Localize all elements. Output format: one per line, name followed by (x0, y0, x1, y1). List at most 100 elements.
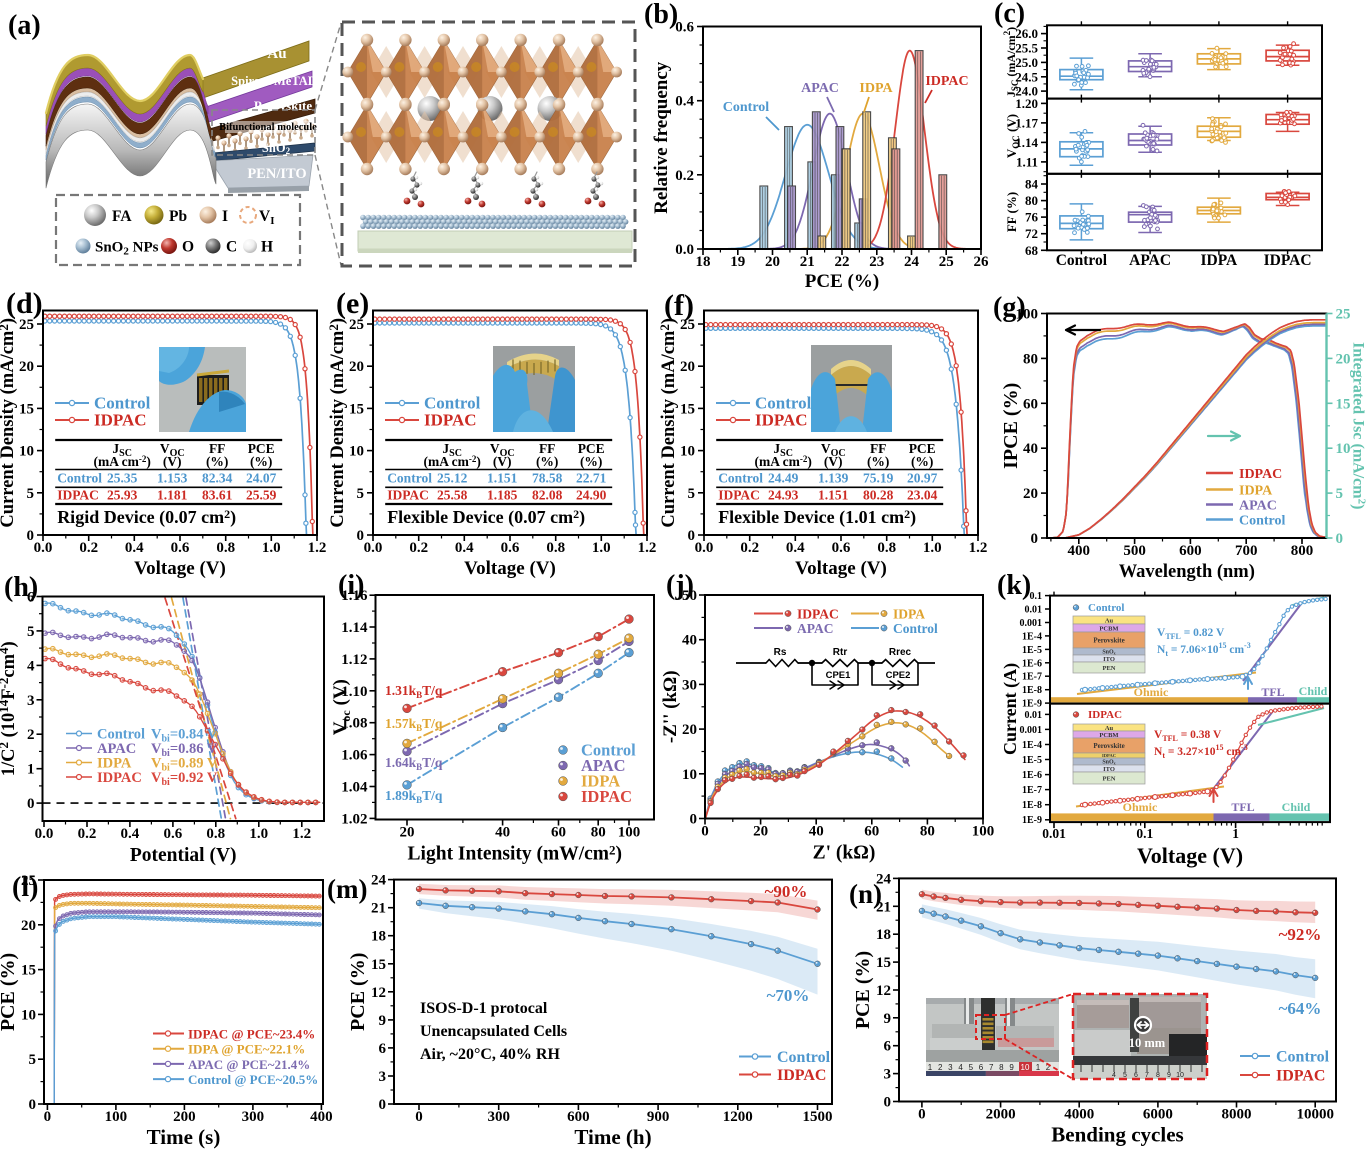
svg-text:0.6: 0.6 (501, 540, 520, 556)
svg-text:Spiro-OMeTAD: Spiro-OMeTAD (231, 74, 317, 88)
svg-text:0: 0 (884, 1095, 892, 1111)
svg-text:5: 5 (27, 486, 35, 502)
svg-text:IDPAC: IDPAC (1239, 467, 1282, 482)
svg-text:26.0: 26.0 (1015, 26, 1038, 41)
svg-text:Unencapsulated Cells: Unencapsulated Cells (420, 1023, 567, 1040)
svg-text:Rigid Device (0.07 cm2): Rigid Device (0.07 cm2) (57, 507, 236, 528)
svg-text:20: 20 (19, 359, 34, 375)
svg-text:15: 15 (21, 963, 36, 979)
svg-text:4: 4 (958, 1063, 963, 1072)
svg-text:Voltage (V): Voltage (V) (134, 558, 226, 579)
svg-text:0.01: 0.01 (1025, 710, 1043, 721)
svg-text:18: 18 (696, 254, 711, 270)
svg-text:60: 60 (864, 824, 879, 840)
svg-text:IDPA: IDPA (1201, 252, 1239, 269)
svg-text:15: 15 (349, 401, 364, 417)
svg-text:1E-5: 1E-5 (1022, 645, 1042, 656)
svg-text:(j): (j) (666, 570, 694, 601)
svg-text:83.61: 83.61 (202, 487, 233, 502)
svg-text:0.0: 0.0 (34, 540, 53, 556)
svg-text:1.16: 1.16 (341, 588, 368, 604)
svg-text:APAC: APAC (581, 756, 626, 775)
svg-text:20: 20 (753, 824, 768, 840)
svg-text:10: 10 (682, 767, 697, 783)
svg-text:Current Density (mA/cm2): Current Density (mA/cm2) (657, 318, 679, 528)
svg-text:0.0: 0.0 (695, 540, 714, 556)
svg-text:Child: Child (1282, 800, 1311, 814)
svg-text:5: 5 (357, 486, 365, 502)
svg-text:7: 7 (1145, 1072, 1149, 1079)
svg-text:FF: FF (870, 441, 887, 456)
svg-text:100: 100 (972, 824, 995, 840)
svg-text:Control: Control (1088, 602, 1124, 614)
svg-text:0.2: 0.2 (740, 540, 759, 556)
svg-text:Control: Control (893, 621, 938, 636)
svg-text:Wavelength (nm): Wavelength (nm) (1119, 562, 1255, 582)
svg-text:5: 5 (688, 486, 696, 502)
svg-text:400: 400 (1068, 543, 1091, 559)
svg-text:3: 3 (884, 1067, 892, 1083)
svg-text:1.89kBT/q: 1.89kBT/q (385, 788, 443, 805)
svg-text:PEN: PEN (1103, 775, 1116, 782)
svg-text:(mA cm-2): (mA cm-2) (755, 454, 812, 469)
svg-text:IDPAC: IDPAC (94, 411, 147, 430)
svg-text:PEN/ITO: PEN/ITO (247, 166, 306, 182)
svg-text:5: 5 (969, 1063, 974, 1072)
svg-text:(d): (d) (6, 287, 43, 320)
svg-text:1.20: 1.20 (1015, 96, 1038, 111)
svg-text:200: 200 (173, 1109, 196, 1125)
svg-text:600: 600 (567, 1109, 590, 1125)
svg-text:40: 40 (809, 824, 824, 840)
svg-text:1.02: 1.02 (341, 811, 367, 827)
svg-text:5: 5 (1123, 1072, 1127, 1079)
svg-text:C: C (226, 239, 237, 256)
svg-text:10: 10 (680, 444, 695, 460)
svg-text:1.2: 1.2 (308, 540, 327, 556)
svg-text:0.4: 0.4 (675, 94, 694, 110)
svg-text:15: 15 (19, 401, 34, 417)
svg-text:4: 4 (27, 658, 35, 674)
svg-text:1E-9: 1E-9 (1022, 699, 1042, 710)
svg-text:100: 100 (618, 825, 641, 841)
svg-text:Ohmic: Ohmic (1134, 685, 1169, 699)
svg-text:20.97: 20.97 (907, 471, 938, 486)
svg-text:24.49: 24.49 (768, 471, 799, 486)
svg-text:Air, ~20°C, 40% RH: Air, ~20°C, 40% RH (420, 1046, 560, 1063)
svg-text:Rs: Rs (774, 647, 787, 658)
svg-text:10: 10 (1336, 441, 1351, 457)
svg-text:0.6: 0.6 (171, 540, 190, 556)
svg-text:0.01: 0.01 (1025, 605, 1043, 616)
svg-text:~90%: ~90% (765, 882, 808, 901)
svg-text:1E-4: 1E-4 (1022, 740, 1042, 751)
svg-text:VOC (V): VOC (V) (1004, 114, 1021, 158)
svg-text:FA: FA (112, 208, 132, 225)
svg-text:1.14: 1.14 (1015, 135, 1038, 150)
svg-text:1200: 1200 (723, 1109, 753, 1125)
svg-text:SnOx: SnOx (1102, 760, 1115, 766)
svg-text:Relative frequency: Relative frequency (651, 61, 672, 214)
svg-text:24.07: 24.07 (246, 471, 277, 486)
svg-text:IDPAC: IDPAC (57, 487, 99, 502)
svg-text:FF (%): FF (%) (1004, 192, 1019, 232)
svg-text:82.08: 82.08 (532, 487, 563, 502)
svg-text:(h): (h) (4, 572, 38, 603)
svg-text:0.4: 0.4 (121, 826, 140, 842)
svg-text:24: 24 (904, 254, 920, 270)
svg-text:ITO: ITO (1103, 656, 1115, 663)
svg-text:10000: 10000 (1296, 1107, 1334, 1123)
svg-text:(i): (i) (338, 570, 364, 601)
svg-text:0.4: 0.4 (786, 540, 805, 556)
svg-text:75.19: 75.19 (863, 471, 894, 486)
svg-text:Control @ PCE~20.5%: Control @ PCE~20.5% (188, 1072, 318, 1087)
svg-text:1.153: 1.153 (157, 471, 188, 486)
svg-text:82.34: 82.34 (202, 471, 233, 486)
svg-text:2: 2 (27, 727, 35, 743)
svg-text:IDPAC: IDPAC (1264, 252, 1312, 269)
svg-text:25.12: 25.12 (437, 471, 468, 486)
svg-text:SnO2 NPs: SnO2 NPs (95, 240, 159, 258)
svg-text:1.0: 1.0 (249, 826, 268, 842)
svg-text:Control: Control (755, 394, 812, 413)
svg-text:1.31kBT/q: 1.31kBT/q (385, 683, 443, 700)
svg-text:24: 24 (371, 873, 387, 889)
svg-text:H: H (261, 239, 273, 256)
